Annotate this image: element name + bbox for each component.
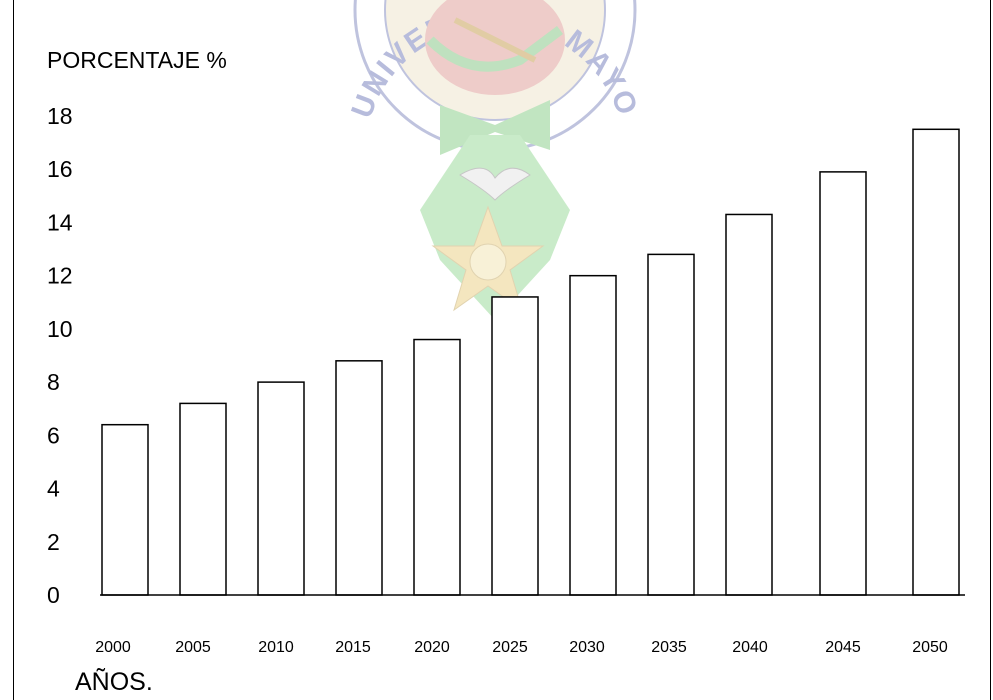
bar-2045 bbox=[819, 171, 867, 596]
bars bbox=[101, 128, 960, 596]
x-tick-label: 2010 bbox=[258, 639, 294, 656]
y-tick-label: 8 bbox=[47, 369, 60, 395]
seal-eagle bbox=[459, 167, 531, 201]
bar-2025 bbox=[491, 296, 539, 596]
bar-2000 bbox=[101, 423, 149, 596]
seal-sword bbox=[453, 17, 537, 63]
y-tick-label: 14 bbox=[47, 209, 73, 235]
y-tick-label: 12 bbox=[47, 263, 73, 289]
y-tick-label: 16 bbox=[47, 156, 73, 182]
y-tick-label: 0 bbox=[47, 582, 60, 608]
x-tick-label: 2000 bbox=[95, 639, 131, 656]
x-tick-label: 2025 bbox=[492, 639, 528, 656]
x-axis-title: AÑOS. bbox=[75, 667, 153, 695]
y-tick-labels: 0 2 4 6 8 10 12 14 16 18 bbox=[47, 103, 73, 608]
bar-2040 bbox=[725, 213, 773, 596]
x-tick-label: 2005 bbox=[175, 639, 211, 656]
y-axis-title: PORCENTAJE % bbox=[47, 47, 227, 73]
bar-2030 bbox=[569, 274, 617, 596]
x-tick-label: 2040 bbox=[732, 639, 768, 656]
y-tick-label: 4 bbox=[47, 476, 60, 502]
x-tick-label: 2050 bbox=[912, 639, 948, 656]
bar-2005 bbox=[179, 402, 227, 596]
bar-2010 bbox=[257, 381, 305, 596]
y-tick-label: 10 bbox=[47, 316, 73, 342]
bar-2050 bbox=[912, 128, 960, 596]
x-tick-labels: 2000 2005 2010 2015 2020 2025 2030 2035 2040 2045… bbox=[95, 639, 948, 656]
x-tick-label: 2015 bbox=[335, 639, 371, 656]
chart-frame bbox=[13, 0, 991, 700]
x-tick-label: 2035 bbox=[651, 639, 687, 656]
bar-2015 bbox=[335, 360, 383, 596]
y-tick-label: 18 bbox=[47, 103, 73, 129]
bar-2020 bbox=[413, 338, 461, 596]
x-tick-label: 2020 bbox=[414, 639, 450, 656]
seal-medal-star bbox=[431, 205, 545, 312]
bar-2035 bbox=[647, 253, 695, 596]
seal-laurel bbox=[426, 26, 563, 72]
y-tick-label: 6 bbox=[47, 422, 60, 448]
y-tick-label: 2 bbox=[47, 529, 60, 555]
x-tick-label: 2030 bbox=[569, 639, 605, 656]
x-tick-label: 2045 bbox=[825, 639, 861, 656]
